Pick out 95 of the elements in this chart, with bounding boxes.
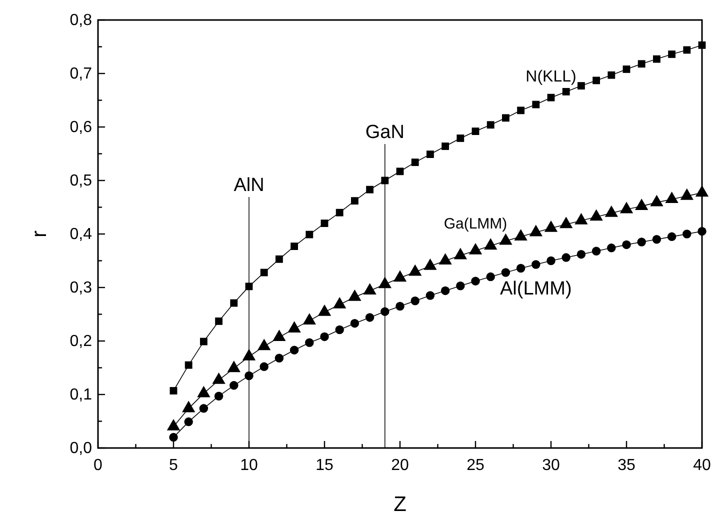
point bbox=[576, 250, 586, 259]
point bbox=[562, 253, 570, 262]
x-tick-label: 10 bbox=[240, 457, 258, 474]
point bbox=[381, 176, 389, 184]
y-axis-title: r bbox=[28, 230, 51, 238]
point bbox=[516, 264, 526, 273]
point bbox=[260, 362, 268, 372]
point bbox=[170, 387, 178, 394]
point bbox=[320, 332, 329, 342]
point bbox=[426, 150, 434, 158]
point bbox=[652, 55, 660, 63]
point bbox=[336, 208, 344, 216]
point bbox=[547, 94, 555, 102]
y-tick-label: 0,0 bbox=[70, 440, 92, 457]
point bbox=[350, 197, 358, 205]
point bbox=[577, 82, 585, 90]
point bbox=[410, 296, 420, 306]
ref-line-label: AlN bbox=[234, 175, 264, 196]
point bbox=[184, 417, 193, 426]
y-tick-label: 0,3 bbox=[70, 280, 92, 296]
y-tick-label: 0,6 bbox=[70, 119, 92, 136]
point bbox=[456, 282, 465, 290]
point bbox=[592, 246, 601, 256]
point bbox=[230, 299, 238, 307]
point bbox=[290, 346, 299, 354]
point bbox=[592, 76, 600, 84]
point bbox=[637, 238, 646, 246]
y-tick-label: 0,2 bbox=[70, 333, 92, 350]
point bbox=[260, 268, 268, 276]
point bbox=[667, 232, 676, 242]
point bbox=[668, 50, 676, 58]
point bbox=[426, 291, 435, 300]
point bbox=[320, 220, 328, 228]
point bbox=[396, 168, 404, 176]
point bbox=[169, 432, 178, 442]
x-tick-label: 30 bbox=[542, 457, 560, 474]
point bbox=[501, 268, 510, 277]
point bbox=[306, 230, 314, 238]
ref-line-label: GaN bbox=[365, 122, 404, 143]
point bbox=[214, 392, 224, 400]
point bbox=[532, 100, 540, 108]
point bbox=[275, 255, 283, 263]
point bbox=[350, 318, 360, 328]
series-label: Ga(LMM) bbox=[444, 216, 508, 233]
point bbox=[472, 128, 480, 135]
x-tick-label: 40 bbox=[693, 457, 711, 474]
point bbox=[230, 381, 238, 390]
series-label: N(KLL) bbox=[526, 68, 576, 86]
point bbox=[622, 240, 631, 250]
series-label: Al(LMM) bbox=[500, 278, 572, 300]
point bbox=[652, 234, 662, 244]
point bbox=[290, 242, 298, 250]
y-tick-label: 0,8 bbox=[70, 12, 92, 29]
point bbox=[607, 244, 616, 252]
point bbox=[532, 260, 540, 269]
point bbox=[274, 354, 284, 362]
point bbox=[396, 302, 404, 311]
point bbox=[682, 230, 692, 238]
point bbox=[380, 307, 390, 316]
point bbox=[562, 88, 570, 96]
point bbox=[638, 60, 646, 68]
point bbox=[200, 338, 208, 346]
point bbox=[440, 286, 450, 296]
point bbox=[442, 142, 450, 150]
point bbox=[411, 158, 419, 166]
point bbox=[683, 46, 691, 54]
point bbox=[366, 186, 374, 194]
point bbox=[486, 272, 495, 282]
x-tick-label: 35 bbox=[618, 457, 636, 474]
point bbox=[244, 371, 254, 380]
y-tick-label: 0,7 bbox=[70, 66, 92, 82]
x-tick-label: 0 bbox=[94, 457, 103, 474]
y-tick-label: 0,1 bbox=[70, 386, 92, 404]
point bbox=[456, 134, 464, 142]
x-tick-label: 5 bbox=[169, 457, 178, 474]
point bbox=[245, 282, 253, 290]
point bbox=[622, 66, 630, 73]
point bbox=[517, 106, 525, 114]
y-tick-label: 0,4 bbox=[70, 226, 92, 243]
point bbox=[305, 338, 314, 347]
x-tick-label: 15 bbox=[316, 457, 334, 474]
x-axis-title: Z bbox=[394, 493, 407, 516]
point bbox=[215, 317, 223, 325]
x-tick-label: 25 bbox=[466, 457, 484, 474]
point bbox=[365, 313, 374, 322]
point bbox=[486, 121, 494, 129]
x-tick-label: 20 bbox=[391, 457, 409, 474]
point bbox=[502, 114, 510, 122]
point bbox=[335, 325, 344, 334]
point bbox=[199, 404, 208, 413]
y-tick-label: 0,5 bbox=[70, 172, 92, 190]
point bbox=[471, 276, 480, 286]
point bbox=[184, 361, 192, 369]
point bbox=[546, 256, 556, 266]
point bbox=[608, 71, 616, 79]
